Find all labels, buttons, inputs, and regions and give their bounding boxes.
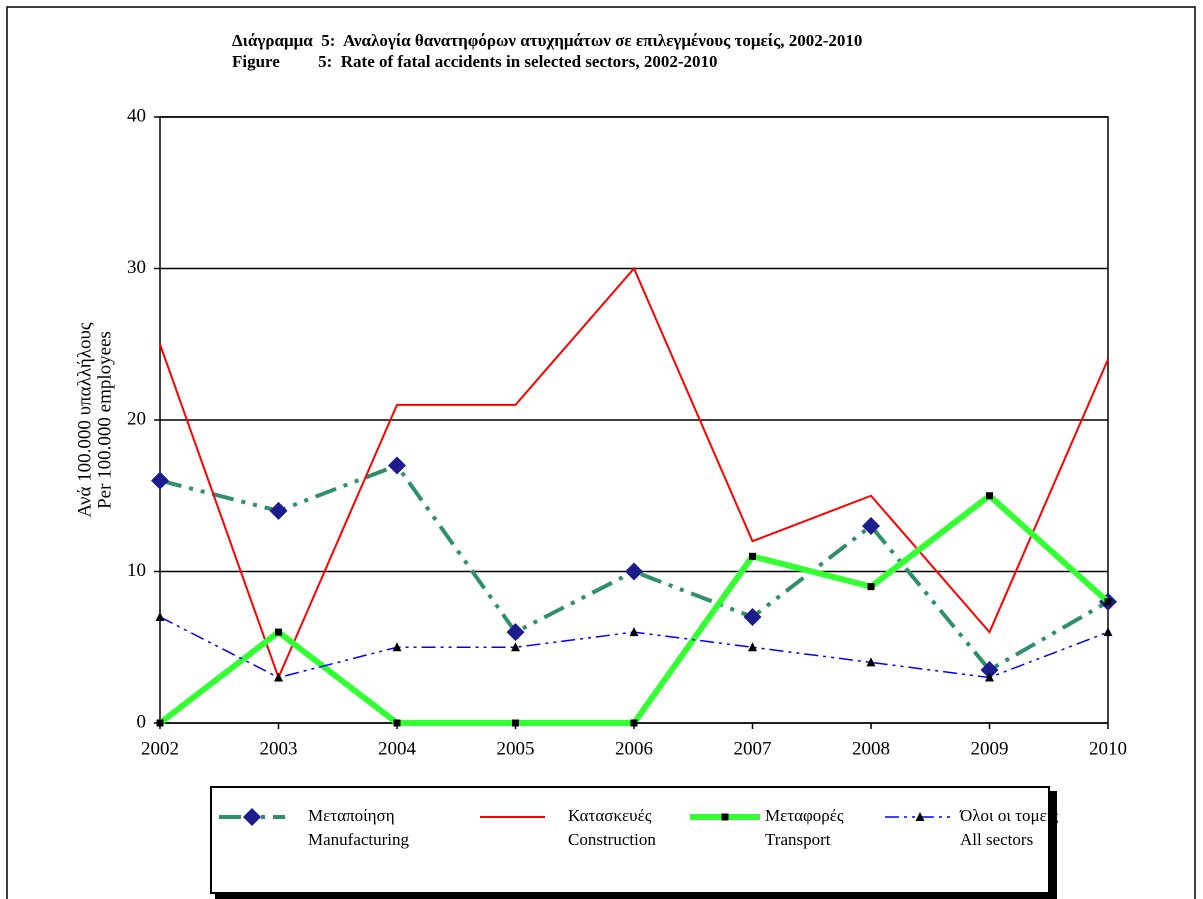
x-tick-label: 2002	[141, 738, 179, 759]
outer-frame	[6, 6, 1196, 899]
data-point	[748, 642, 757, 652]
data-point	[867, 583, 875, 591]
data-point	[274, 672, 283, 682]
y-axis-label: Ανά 100.000 υπαλλήλους	[74, 322, 95, 517]
legend-label: Μεταφορές	[765, 806, 844, 825]
x-tick-label: 2005	[497, 738, 535, 759]
legend-marker	[243, 808, 261, 826]
data-point	[980, 660, 999, 679]
x-tick-label: 2006	[615, 738, 653, 759]
y-tick-label: 40	[127, 105, 146, 126]
y-tick-label: 20	[127, 408, 146, 429]
data-point	[151, 471, 169, 490]
x-tick-label: 2004	[378, 738, 417, 759]
data-point	[625, 562, 643, 581]
y-tick-label: 10	[127, 560, 146, 581]
data-point	[392, 642, 402, 652]
data-point	[275, 628, 282, 636]
data-point	[393, 719, 401, 727]
y-tick-label: 0	[137, 711, 147, 732]
y-tick-label: 30	[127, 257, 146, 278]
data-point	[1104, 598, 1112, 606]
data-point	[866, 657, 876, 667]
legend-label: Μεταποίηση	[308, 806, 395, 825]
series-line	[159, 463, 1109, 673]
x-tick-label: 2003	[260, 738, 298, 759]
data-point	[511, 642, 520, 652]
y-axis-label: Per 100.000 employees	[94, 331, 115, 509]
data-point	[155, 611, 165, 621]
series-line	[158, 491, 1111, 726]
data-point	[985, 672, 994, 682]
series-line	[159, 266, 1109, 681]
legend-label: All sectors	[960, 830, 1033, 849]
chart-title: Διάγραμμα 5: Αναλογία θανατηφόρων ατυχημ…	[232, 31, 862, 50]
legend-label: Όλοι οι τομείς	[959, 806, 1058, 825]
x-tick-label: 2010	[1089, 738, 1127, 759]
data-point	[506, 623, 525, 642]
data-point	[862, 517, 880, 536]
chart-title: Figure 5: Rate of fatal accidents in sel…	[232, 52, 718, 71]
data-point	[749, 552, 756, 560]
data-point	[156, 719, 164, 727]
legend	[210, 786, 1050, 894]
legend-label: Transport	[765, 830, 831, 849]
x-tick-label: 2007	[734, 738, 772, 759]
legend-marker	[721, 813, 729, 821]
x-tick-label: 2008	[852, 738, 890, 759]
data-point	[1103, 627, 1113, 637]
data-point	[269, 501, 288, 520]
legend-label: Manufacturing	[308, 830, 410, 849]
data-point	[629, 627, 639, 637]
data-point	[388, 456, 406, 475]
legend-label: Κατασκευές	[568, 806, 652, 825]
data-point	[512, 719, 519, 727]
data-point	[743, 607, 762, 626]
data-point	[630, 719, 638, 727]
legend-label: Construction	[568, 830, 656, 849]
data-point	[986, 492, 993, 500]
legend-marker	[915, 812, 925, 821]
x-tick-label: 2009	[971, 738, 1009, 759]
